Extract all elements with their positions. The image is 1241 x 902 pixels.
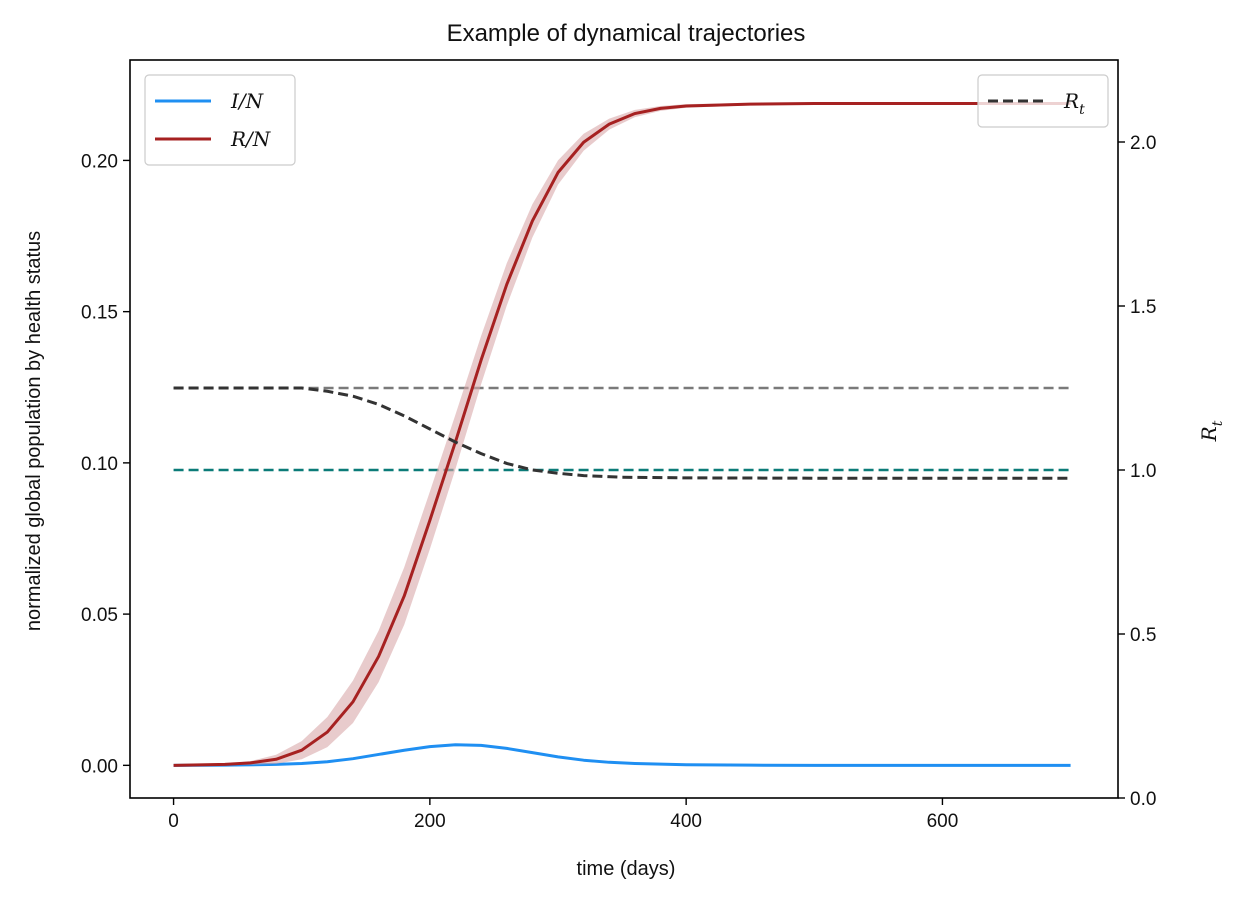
y2-tick-label: 1.0 xyxy=(1130,461,1156,482)
x-axis-label: time (days) xyxy=(577,858,676,880)
series-line-2 xyxy=(173,386,1071,480)
y-tick-label: 0.00 xyxy=(81,756,118,777)
plot-frame xyxy=(129,59,1119,799)
y2-axis-label: Rt xyxy=(1197,420,1226,442)
y2-tick-label: 1.5 xyxy=(1130,297,1156,318)
legend-label: I/N xyxy=(230,89,265,113)
y-tick-label: 0.15 xyxy=(81,303,118,324)
y-axis-label: normalized global population by health s… xyxy=(23,231,45,631)
chart-title: Example of dynamical trajectories xyxy=(447,20,806,47)
legend-upper-right: Rt xyxy=(977,74,1109,128)
x-axis: 0 200 400 600 xyxy=(168,798,958,832)
x-tick-label: 0 xyxy=(168,811,179,832)
y-axis-right: 0.0 0.5 1.0 1.5 2.0 xyxy=(1118,133,1156,810)
x-tick-label: 600 xyxy=(927,811,959,832)
y2-tick-label: 0.0 xyxy=(1130,789,1156,810)
y-tick-label: 0.05 xyxy=(81,605,118,626)
y-tick-label: 0.20 xyxy=(81,151,118,172)
legend-upper-left: I/N R/N xyxy=(144,74,296,166)
y-axis-left: 0.00 0.05 0.10 0.15 0.20 xyxy=(81,151,130,777)
y2-tick-label: 2.0 xyxy=(1130,133,1156,154)
plot-area xyxy=(173,102,1071,767)
legend-label: Rt xyxy=(1063,89,1085,118)
legend-label: R/N xyxy=(230,127,272,151)
y2-tick-label: 0.5 xyxy=(1130,625,1156,646)
series-line-0 xyxy=(173,743,1071,767)
legend-box xyxy=(144,74,296,166)
x-tick-label: 400 xyxy=(670,811,702,832)
y-tick-label: 0.10 xyxy=(81,454,118,475)
series-line-1 xyxy=(173,102,1071,767)
x-tick-label: 200 xyxy=(414,811,446,832)
series-band-1 xyxy=(173,102,1071,766)
